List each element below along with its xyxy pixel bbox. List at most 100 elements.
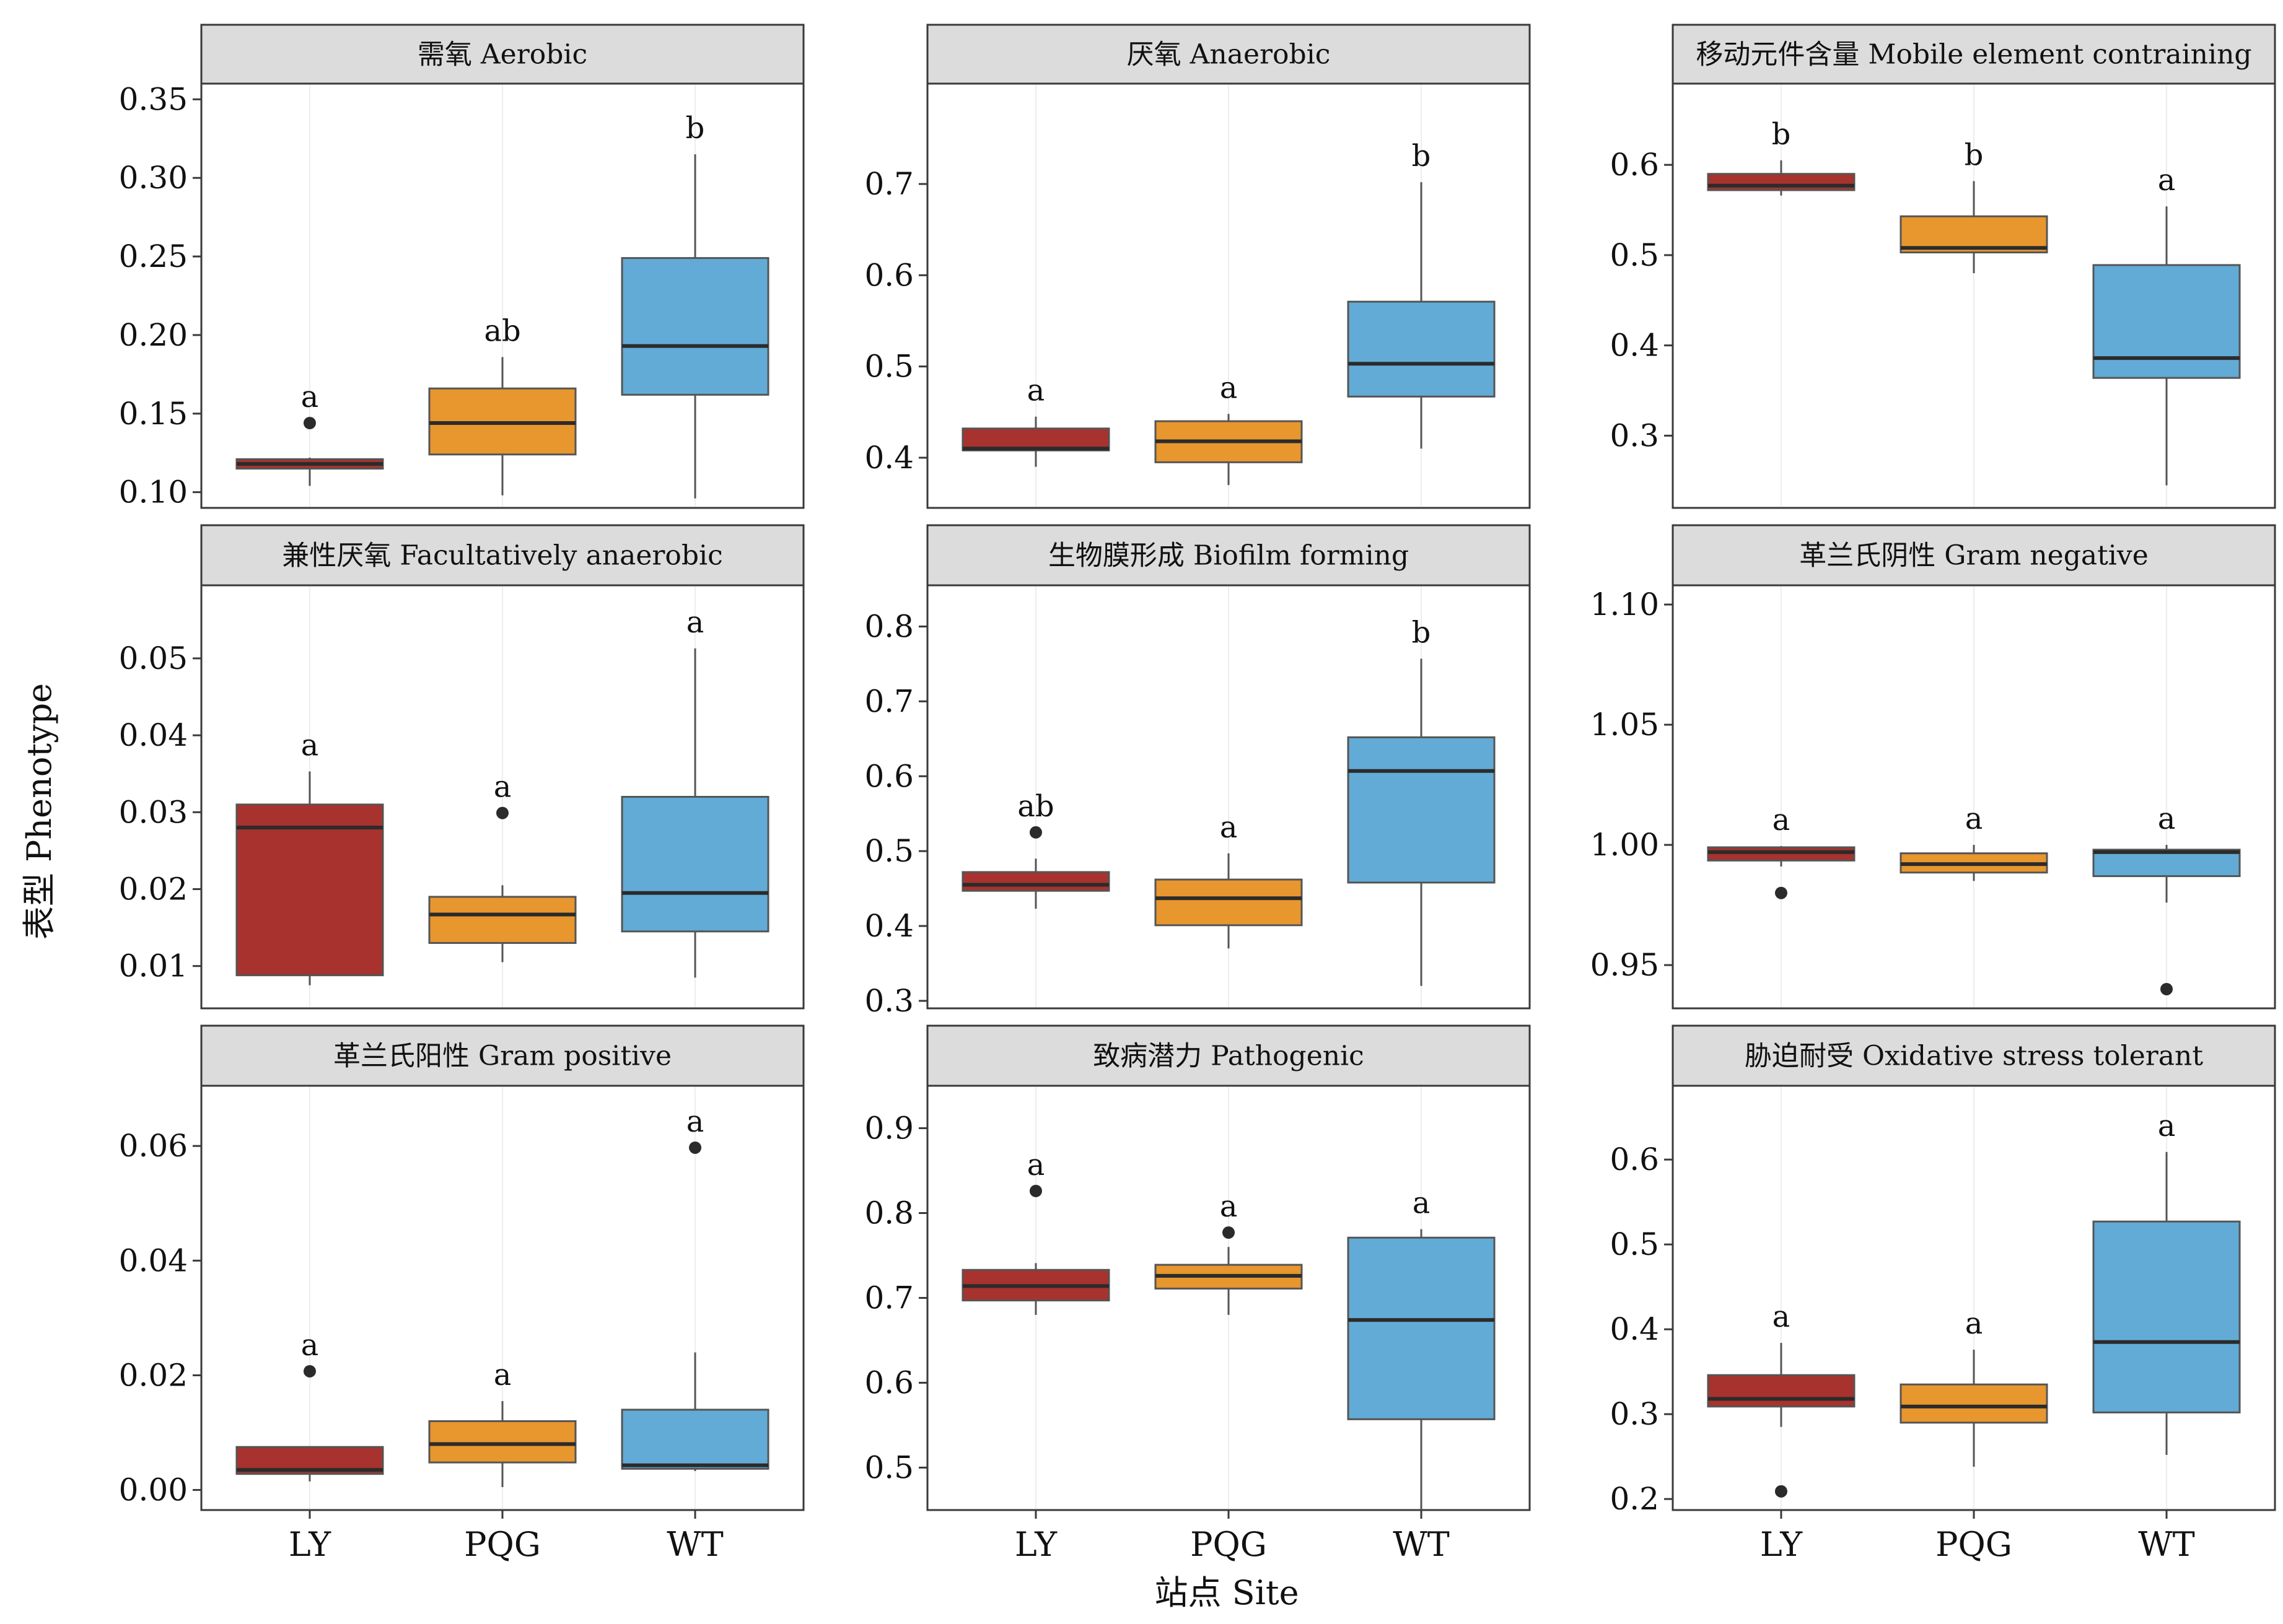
panel-title: 致病潜力 Pathogenic — [1093, 1041, 1364, 1072]
significance-letter: b — [1412, 615, 1431, 650]
box-pqg — [428, 1420, 577, 1464]
significance-letter: a — [1220, 1189, 1238, 1224]
y-tick-label: 0.6 — [864, 1365, 914, 1401]
panel-title: 生物膜形成 Biofilm forming — [1048, 540, 1409, 572]
x-tick-label: LY — [289, 1525, 331, 1564]
significance-letter: a — [2158, 801, 2176, 836]
significance-letter: a — [686, 1104, 704, 1139]
y-tick-label: 0.03 — [119, 794, 188, 830]
outlier-point — [689, 1141, 702, 1154]
box-pqg — [428, 896, 577, 944]
box-wt — [1347, 736, 1496, 884]
y-tick-label: 0.5 — [864, 833, 914, 869]
panels-group: 需氧 Aerobic0.100.150.200.250.300.35aabb厌氧… — [119, 24, 2276, 1564]
x-tick-label: WT — [667, 1525, 724, 1564]
panel-strip — [926, 24, 1531, 85]
panel-title: 胁迫耐受 Oxidative stress tolerant — [1745, 1041, 2203, 1072]
box-ly — [235, 803, 384, 977]
significance-letter: a — [686, 605, 704, 640]
panel-strip — [1672, 524, 2276, 587]
box-ly — [1707, 173, 1856, 191]
y-tick-label: 0.04 — [119, 1242, 188, 1278]
panel: 需氧 Aerobic 0.10 0.15 0.20 0.25 0.30 0.35 a ab b — [119, 24, 805, 510]
panel-strip — [926, 524, 1531, 587]
y-tick-label: 0.95 — [1590, 947, 1659, 983]
y-tick-label: 0.5 — [864, 349, 914, 385]
box-wt — [2092, 264, 2241, 379]
significance-letter: ab — [1017, 789, 1054, 824]
y-tick-label: 0.9 — [864, 1111, 914, 1146]
box-wt — [1347, 300, 1496, 398]
panel-strip — [1672, 24, 2276, 85]
significance-letter: a — [1965, 1306, 1983, 1341]
box-wt — [2092, 1220, 2241, 1413]
box-wt — [1347, 1236, 1496, 1420]
significance-letter: a — [301, 380, 319, 414]
y-tick-label: 0.6 — [864, 257, 914, 293]
y-tick-label: 0.35 — [119, 81, 188, 117]
significance-letter: b — [1965, 138, 1984, 172]
significance-letter: ab — [484, 313, 520, 348]
y-tick-label: 0.7 — [864, 1280, 914, 1316]
y-tick-label: 0.3 — [1610, 1396, 1659, 1432]
significance-letter: a — [1220, 810, 1238, 845]
y-tick-label: 0.30 — [119, 160, 188, 196]
y-tick-label: 1.00 — [1590, 827, 1659, 863]
panel-title: 兼性厌氧 Facultatively anaerobic — [282, 540, 723, 572]
box-wt — [621, 796, 769, 933]
box-pqg — [1900, 1383, 2048, 1424]
y-tick-label: 0.6 — [1610, 1142, 1659, 1177]
y-tick-label: 0.6 — [864, 758, 914, 794]
panel-strip — [926, 1024, 1531, 1087]
box-wt — [621, 257, 769, 396]
y-tick-label: 0.25 — [119, 238, 188, 274]
panel: 厌氧 Anaerobic 0.4 0.5 0.6 0.7 a a b — [864, 24, 1531, 509]
box-wt — [621, 1408, 769, 1470]
box-ly — [962, 871, 1110, 892]
x-tick-label: LY — [1760, 1525, 1803, 1564]
significance-letter: a — [1027, 1148, 1045, 1182]
panel-title: 需氧 Aerobic — [418, 39, 587, 71]
significance-letter: a — [2158, 1109, 2176, 1143]
y-tick-label: 0.4 — [864, 440, 914, 476]
outlier-point — [1029, 826, 1042, 839]
y-tick-label: 0.20 — [119, 317, 188, 353]
significance-letter: a — [2158, 163, 2176, 198]
outlier-point — [303, 1364, 316, 1377]
y-tick-label: 0.05 — [119, 640, 188, 676]
y-tick-label: 0.8 — [864, 608, 914, 644]
outlier-point — [1222, 1226, 1235, 1239]
outlier-point — [1774, 1485, 1787, 1498]
panel: 兼性厌氧 Facultatively anaerobic 0.01 0.02 0.03… — [119, 524, 805, 1010]
y-tick-label: 0.3 — [864, 983, 914, 1019]
panel: 革兰氏阳性 Gram positive 0.00 0.02 0.04 0.06 a a a LY… — [119, 1024, 805, 1564]
significance-letter: a — [494, 1358, 512, 1392]
y-tick-label: 0.5 — [864, 1450, 914, 1486]
y-tick-label: 0.5 — [1610, 237, 1659, 273]
y-tick-label: 1.10 — [1590, 587, 1659, 622]
panel-title: 革兰氏阴性 Gram negative — [1799, 540, 2149, 572]
significance-letter: a — [1773, 1299, 1790, 1334]
panel-title: 厌氧 Anaerobic — [1127, 39, 1331, 71]
y-tick-label: 0.2 — [1610, 1481, 1659, 1517]
y-tick-label: 0.00 — [119, 1472, 188, 1508]
panel: 生物膜形成 Biofilm forming 0.3 0.4 0.5 0.6 0.7 0.8 a… — [864, 524, 1531, 1019]
x-axis-label: 站点 Site — [1154, 1573, 1299, 1612]
panel: 胁迫耐受 Oxidative stress tolerant 0.2 0.3 0.4 0… — [1610, 1024, 2276, 1564]
panel-strip — [1672, 1024, 2276, 1087]
box-ly — [1707, 1374, 1856, 1408]
y-tick-label: 0.7 — [864, 683, 914, 719]
panel: 革兰氏阴性 Gram negative 0.95 1.00 1.05 1.10 a a a — [1590, 524, 2276, 1010]
x-tick-label: WT — [2138, 1525, 2195, 1564]
significance-letter: b — [1412, 139, 1431, 173]
significance-letter: a — [301, 728, 319, 763]
y-tick-label: 0.4 — [1610, 1311, 1659, 1347]
y-tick-label: 0.06 — [119, 1128, 188, 1164]
box-wt — [2092, 849, 2241, 878]
outlier-point — [303, 417, 316, 429]
significance-letter: a — [301, 1328, 319, 1363]
panel-strip — [200, 24, 805, 85]
outlier-point — [1774, 886, 1787, 899]
y-tick-label: 0.4 — [1610, 328, 1659, 364]
